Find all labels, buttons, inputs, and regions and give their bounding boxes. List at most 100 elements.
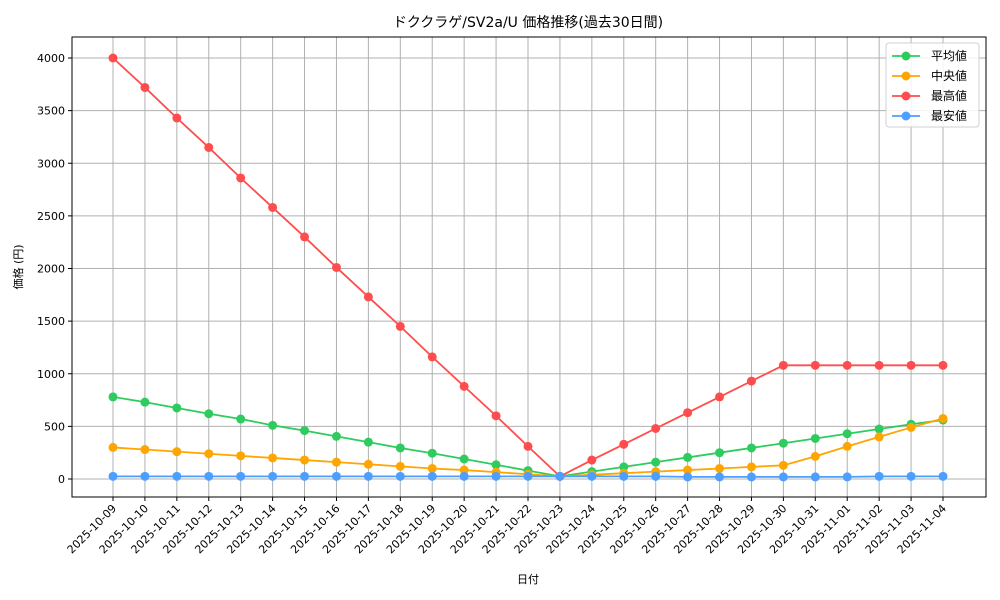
data-point — [619, 439, 629, 449]
data-point — [395, 321, 405, 331]
y-tick-label: 500 — [44, 420, 65, 433]
data-point — [300, 232, 310, 242]
legend-label: 最高値 — [931, 88, 967, 103]
data-point — [236, 451, 246, 461]
data-point — [810, 472, 820, 482]
data-point — [619, 462, 629, 472]
data-point — [778, 460, 788, 470]
data-point — [427, 448, 437, 458]
y-tick-label: 2000 — [37, 263, 65, 276]
data-point — [427, 463, 437, 473]
series-layer — [108, 53, 948, 482]
data-point — [172, 403, 182, 413]
data-point — [683, 472, 693, 482]
data-point — [778, 438, 788, 448]
legend-box — [885, 42, 980, 128]
data-point — [842, 429, 852, 439]
data-point — [874, 360, 884, 370]
data-point — [906, 422, 916, 432]
data-point — [715, 392, 725, 402]
data-point — [842, 472, 852, 482]
legend-marker-icon — [901, 111, 911, 121]
data-point — [268, 202, 278, 212]
data-point — [874, 471, 884, 481]
data-point — [746, 472, 756, 482]
legend-marker-icon — [901, 71, 911, 81]
data-point — [300, 426, 310, 436]
data-point — [459, 454, 469, 464]
data-point — [683, 408, 693, 418]
data-point — [778, 472, 788, 482]
data-point — [491, 471, 501, 481]
data-point — [268, 453, 278, 463]
data-point — [938, 413, 948, 423]
data-point — [491, 411, 501, 421]
series-3 — [108, 471, 948, 482]
series-2 — [108, 53, 948, 481]
legend-label: 平均値 — [931, 48, 967, 63]
legend-marker-icon — [901, 51, 911, 61]
data-point — [523, 441, 533, 451]
data-point — [331, 457, 341, 467]
legend-label: 最安値 — [931, 108, 967, 123]
data-point — [619, 471, 629, 481]
data-point — [140, 471, 150, 481]
legend-item: 最高値 — [892, 88, 967, 103]
data-point — [746, 443, 756, 453]
y-tick-label: 0 — [58, 473, 65, 486]
data-point — [140, 82, 150, 92]
data-point — [108, 53, 118, 63]
data-point — [172, 447, 182, 457]
data-point — [172, 471, 182, 481]
chart-title: ドククラゲ/SV2a/U 価格推移(過去30日間) — [393, 15, 663, 31]
data-point — [459, 471, 469, 481]
data-point — [715, 448, 725, 458]
data-point — [172, 113, 182, 123]
data-point — [300, 471, 310, 481]
data-point — [236, 414, 246, 424]
data-point — [331, 431, 341, 441]
data-point — [268, 471, 278, 481]
x-axis-label: 日付 — [517, 573, 539, 586]
legend-item: 中央値 — [892, 68, 967, 83]
data-point — [842, 441, 852, 451]
data-point — [651, 423, 661, 433]
data-point — [683, 465, 693, 475]
data-point — [108, 442, 118, 452]
data-point — [683, 452, 693, 462]
data-point — [715, 472, 725, 482]
data-point — [363, 437, 373, 447]
data-point — [587, 455, 597, 465]
data-point — [523, 471, 533, 481]
data-point — [395, 461, 405, 471]
data-point — [906, 360, 916, 370]
data-point — [204, 409, 214, 419]
y-tick-label: 3500 — [37, 105, 65, 118]
data-point — [874, 432, 884, 442]
data-point — [236, 471, 246, 481]
data-point — [746, 462, 756, 472]
data-point — [204, 142, 214, 152]
data-point — [395, 471, 405, 481]
data-point — [906, 471, 916, 481]
legend-item: 最安値 — [892, 108, 967, 123]
data-point — [140, 445, 150, 455]
data-point — [778, 360, 788, 370]
data-point — [300, 455, 310, 465]
y-tick-label: 1500 — [37, 315, 65, 328]
data-point — [555, 471, 565, 481]
y-axis: 0 500 1000 1500 2000 2500 3000 3500 4000 — [37, 52, 72, 486]
legend-label: 中央値 — [931, 68, 967, 83]
data-point — [938, 471, 948, 481]
data-point — [651, 457, 661, 467]
y-tick-label: 2500 — [37, 210, 65, 223]
data-point — [491, 460, 501, 470]
data-point — [746, 376, 756, 386]
data-point — [842, 360, 852, 370]
data-point — [459, 381, 469, 391]
data-point — [810, 433, 820, 443]
y-axis-label: 価格 (円) — [11, 244, 25, 289]
data-point — [140, 397, 150, 407]
data-point — [363, 471, 373, 481]
